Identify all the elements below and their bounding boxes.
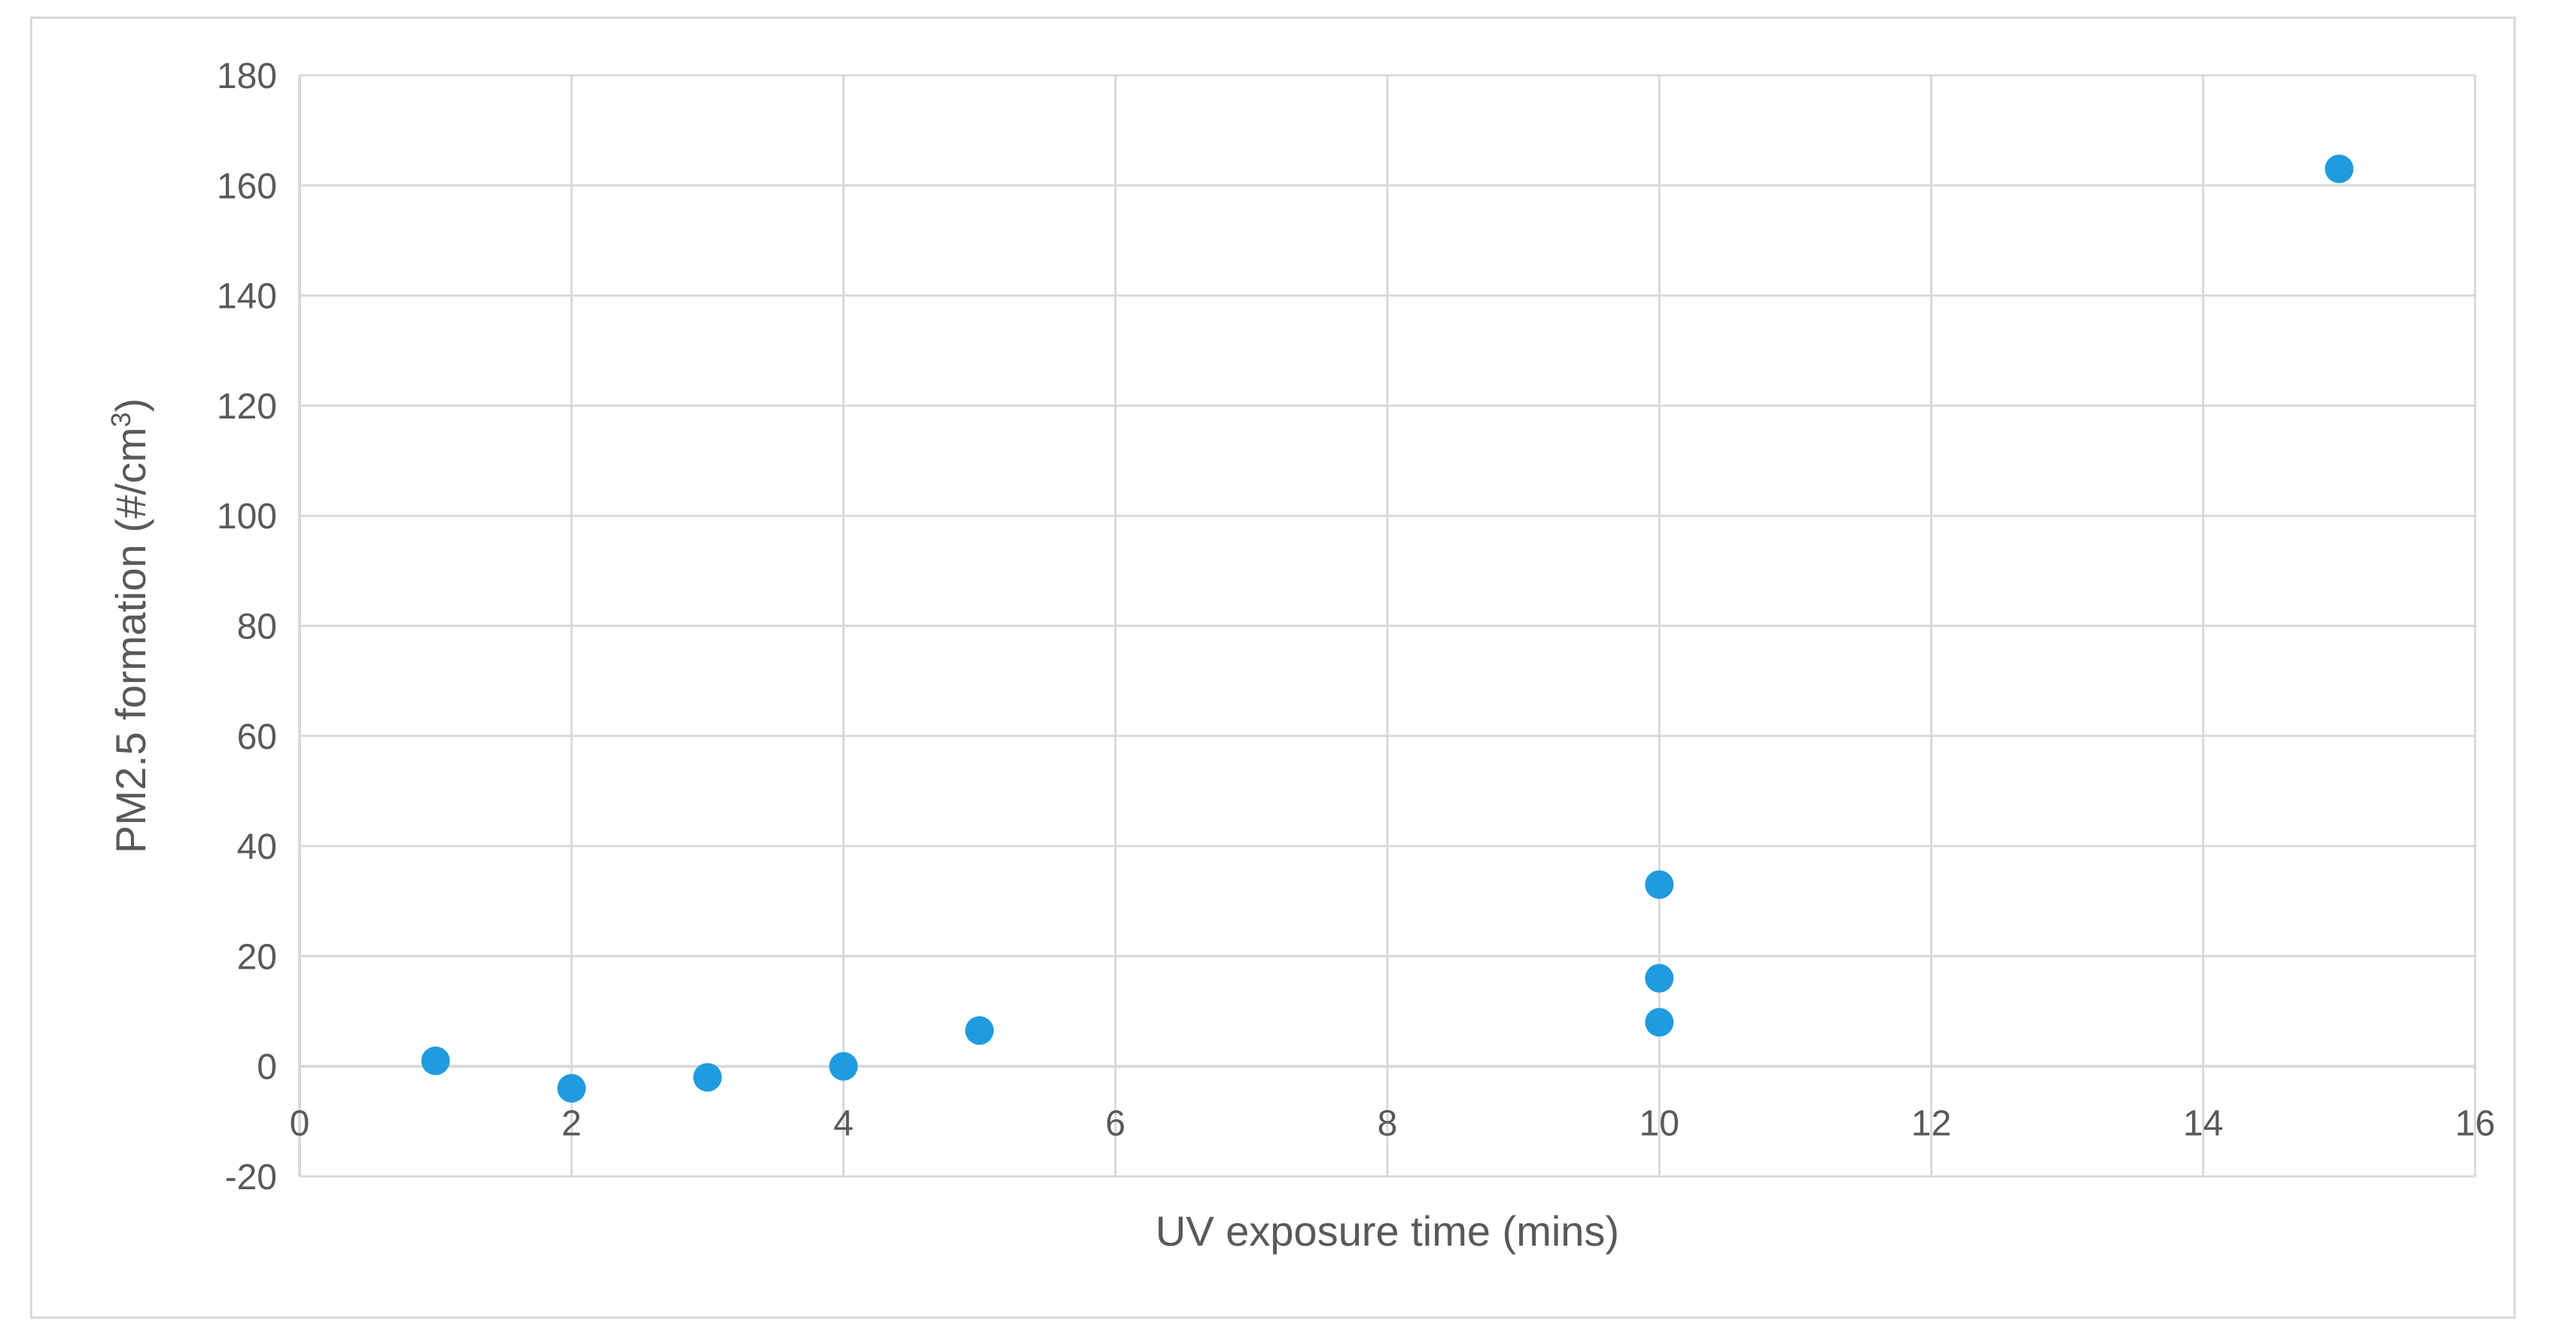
x-axis-title: UV exposure time (mins) — [1156, 1207, 1619, 1255]
y-axis-title: PM2.5 formation (#/cm3) — [105, 398, 155, 854]
data-point — [829, 1051, 858, 1081]
y-tick-label: 120 — [217, 387, 277, 427]
y-tick-label: 60 — [237, 717, 277, 757]
data-point — [965, 1016, 994, 1045]
data-point — [1645, 963, 1674, 993]
grid-layer — [298, 74, 2477, 1178]
y-tick-label: 140 — [217, 277, 277, 317]
y-tick-label: 80 — [237, 607, 277, 647]
chart-frame: -20 0 20 40 60 80 100 120 140 160 180 0 2 4 6 8 10 12 14 16… — [30, 17, 2516, 1319]
data-point — [1645, 1008, 1674, 1037]
y-tick-label: 40 — [237, 827, 277, 867]
y-axis-title-superscript: 3 — [105, 412, 136, 428]
y-tick-label: 160 — [217, 166, 277, 206]
y-axis-title-close: ) — [107, 398, 154, 412]
scatter-chart: -20 0 20 40 60 80 100 120 140 160 180 0 2 4 6 8 10 12 14 16… — [105, 56, 2495, 1255]
data-point — [557, 1073, 586, 1103]
x-tick-label: 10 — [1640, 1104, 1679, 1144]
tick-label-layer: -20 0 20 40 60 80 100 120 140 160 180 0 2 4 6 8 10 12 14 16 — [217, 56, 2495, 1197]
data-point-layer — [421, 154, 2354, 1103]
y-tick-label: 0 — [257, 1048, 277, 1088]
y-tick-label: 180 — [217, 56, 277, 96]
x-tick-label: 16 — [2455, 1104, 2495, 1144]
data-point — [2325, 154, 2354, 184]
data-point — [1645, 870, 1674, 899]
data-point — [421, 1046, 450, 1076]
x-tick-label: 2 — [562, 1104, 582, 1144]
data-point — [693, 1063, 722, 1092]
axes-layer — [298, 75, 2475, 1176]
x-tick-label: 6 — [1105, 1104, 1125, 1144]
y-tick-label: 100 — [217, 497, 277, 537]
y-tick-label: -20 — [225, 1158, 277, 1197]
x-tick-label: 12 — [1911, 1104, 1951, 1144]
y-tick-label: 20 — [237, 937, 277, 977]
x-tick-label: 14 — [2183, 1104, 2223, 1144]
y-axis-title-main: PM2.5 formation (#/cm — [107, 428, 154, 854]
x-tick-label: 8 — [1378, 1104, 1398, 1144]
x-tick-label: 0 — [290, 1104, 310, 1144]
x-tick-label: 4 — [833, 1104, 854, 1144]
